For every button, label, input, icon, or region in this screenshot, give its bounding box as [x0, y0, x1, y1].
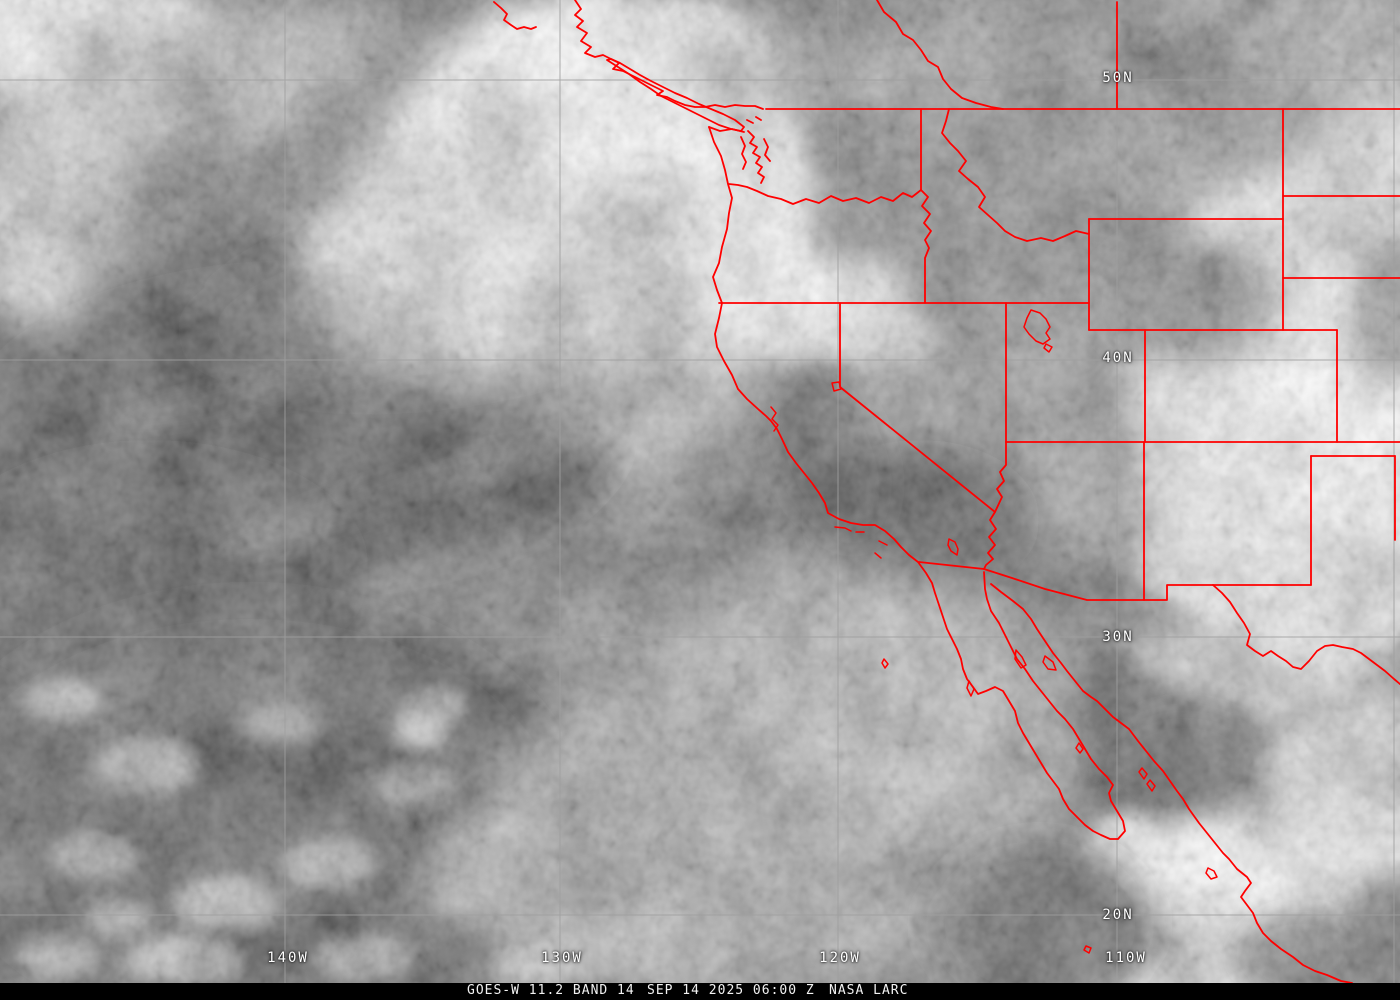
islands-channel — [834, 526, 888, 559]
coast-mexico-mainland — [990, 583, 1353, 984]
bay-san-francisco — [770, 406, 779, 432]
isla-socorro — [1083, 945, 1092, 954]
sea-salton — [947, 538, 959, 556]
caption-datetime: SEP 14 2025 06:00 Z — [647, 983, 815, 998]
border-or-id-snake-river — [920, 189, 932, 304]
coast-bc-fjords — [574, 0, 764, 110]
map-boundary-overlay — [493, 0, 1400, 984]
islas-marias — [1205, 867, 1218, 880]
border-colorado-river — [983, 441, 1007, 570]
border-wa-or-columbia-river — [728, 183, 922, 205]
river-rio-grande — [1212, 584, 1400, 685]
sound-puget-inlets — [708, 116, 771, 184]
coast-pacific-west — [708, 126, 1126, 840]
island-haida-gwaii — [493, 1, 537, 30]
lake-tahoe — [831, 381, 842, 392]
border-ca-mexico — [918, 561, 985, 570]
border-bc-alberta — [876, 0, 1004, 110]
lake-great-salt — [1023, 309, 1053, 353]
island-guadalupe — [881, 658, 889, 669]
caption-credit: NASA LARC — [829, 983, 909, 998]
caption-instrument: GOES-W 11.2 BAND 14 — [467, 983, 635, 998]
border-id-mt-bitterroot — [941, 108, 1090, 242]
island-vancouver — [606, 58, 745, 132]
islands-gulf-of-california — [966, 649, 1156, 792]
border-az-mexico — [983, 568, 1214, 601]
caption-bar: GOES-W 11.2 BAND 14 SEP 14 2025 06:00 Z … — [0, 983, 1400, 1000]
